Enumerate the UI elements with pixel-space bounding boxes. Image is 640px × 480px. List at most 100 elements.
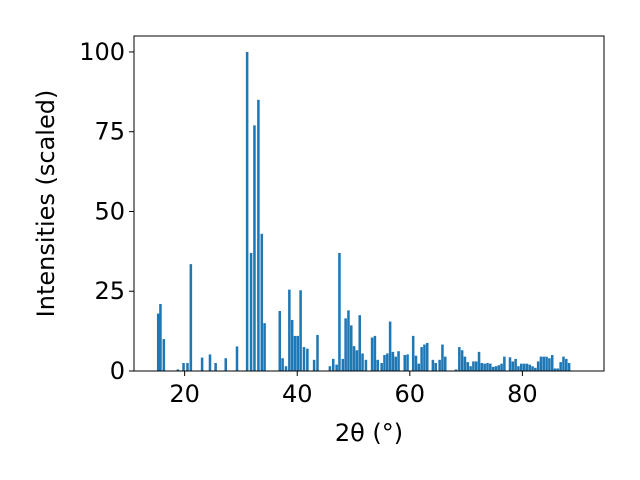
- bar: [391, 351, 395, 371]
- bar: [214, 363, 217, 371]
- bar: [200, 357, 204, 371]
- bar: [245, 51, 249, 371]
- bar: [302, 347, 306, 371]
- bar: [567, 363, 571, 371]
- bar: [312, 359, 316, 371]
- bar: [444, 356, 447, 371]
- bar: [472, 361, 475, 371]
- bar: [556, 368, 560, 371]
- bar: [469, 366, 472, 371]
- bar: [208, 354, 212, 371]
- bar: [380, 363, 383, 371]
- bar: [438, 359, 441, 371]
- bar: [388, 321, 392, 371]
- plot-frame: [133, 35, 605, 372]
- bar: [338, 252, 341, 371]
- bar: [376, 359, 379, 371]
- bar: [189, 264, 193, 371]
- bar: [539, 356, 543, 371]
- bar: [548, 358, 551, 371]
- bar: [431, 359, 435, 371]
- bar: [328, 366, 332, 371]
- x-axis-label: 2θ (°): [335, 419, 403, 447]
- bar: [306, 348, 309, 371]
- x-tick-label: 40: [282, 380, 313, 408]
- bar: [474, 361, 478, 371]
- bar: [503, 356, 506, 371]
- bar: [364, 359, 368, 371]
- bar: [441, 344, 444, 371]
- bar: [397, 351, 400, 371]
- bar: [434, 363, 437, 371]
- bar: [386, 353, 389, 371]
- bar: [531, 366, 534, 371]
- bar: [514, 358, 517, 371]
- bar: [253, 125, 256, 371]
- y-ticks-group: 0 25 50 75 100: [79, 38, 134, 385]
- bar: [417, 363, 421, 371]
- bar: [497, 365, 501, 371]
- y-tick-label: 0: [110, 357, 125, 385]
- bar: [528, 364, 531, 371]
- y-axis-label: Intensities (scaled): [32, 90, 60, 318]
- bar: [341, 358, 345, 371]
- x-tick-label: 80: [507, 380, 538, 408]
- bar: [525, 363, 529, 371]
- bar: [425, 342, 429, 371]
- bar: [553, 368, 557, 371]
- bar: [373, 335, 377, 371]
- y-tick-label: 75: [94, 118, 125, 146]
- bar: [562, 356, 565, 371]
- bar: [284, 366, 288, 371]
- bar: [466, 362, 470, 371]
- bar: [414, 355, 418, 371]
- bar: [489, 363, 492, 371]
- bar: [500, 363, 503, 371]
- bars-group: [156, 51, 571, 371]
- bar: [565, 358, 568, 371]
- bar: [508, 357, 512, 371]
- bar: [550, 355, 554, 371]
- bar: [352, 346, 356, 371]
- bar: [316, 334, 319, 371]
- bar: [288, 289, 291, 371]
- bar: [355, 350, 359, 371]
- bar: [290, 319, 294, 371]
- bar: [281, 358, 284, 371]
- bar: [370, 337, 374, 371]
- bar: [559, 362, 562, 371]
- bar: [545, 356, 548, 371]
- bar: [260, 233, 264, 371]
- bar: [483, 363, 486, 371]
- x-tick-label: 20: [169, 380, 200, 408]
- bar: [511, 361, 515, 371]
- bar: [403, 355, 407, 371]
- bar: [299, 290, 302, 371]
- bar: [331, 358, 335, 371]
- bar: [235, 346, 239, 371]
- bar: [162, 339, 166, 371]
- bar: [296, 335, 300, 371]
- bar: [460, 350, 464, 371]
- bar: [519, 363, 523, 371]
- bar: [293, 335, 297, 371]
- y-tick-label: 100: [79, 38, 125, 66]
- x-tick-label: 60: [395, 380, 426, 408]
- bar: [534, 367, 537, 371]
- bar: [347, 310, 350, 371]
- bar: [159, 304, 162, 371]
- x-ticks-group: 20 40 60 80: [169, 371, 538, 408]
- bar: [420, 347, 423, 371]
- bar: [411, 335, 415, 371]
- bar: [156, 313, 160, 371]
- bar: [406, 354, 409, 371]
- bar: [454, 369, 458, 371]
- bar: [494, 366, 498, 371]
- y-tick-label: 25: [94, 277, 125, 305]
- bar: [477, 351, 481, 371]
- bar: [176, 369, 180, 371]
- bar: [182, 363, 185, 371]
- bar: [394, 356, 397, 371]
- bar: [536, 361, 540, 371]
